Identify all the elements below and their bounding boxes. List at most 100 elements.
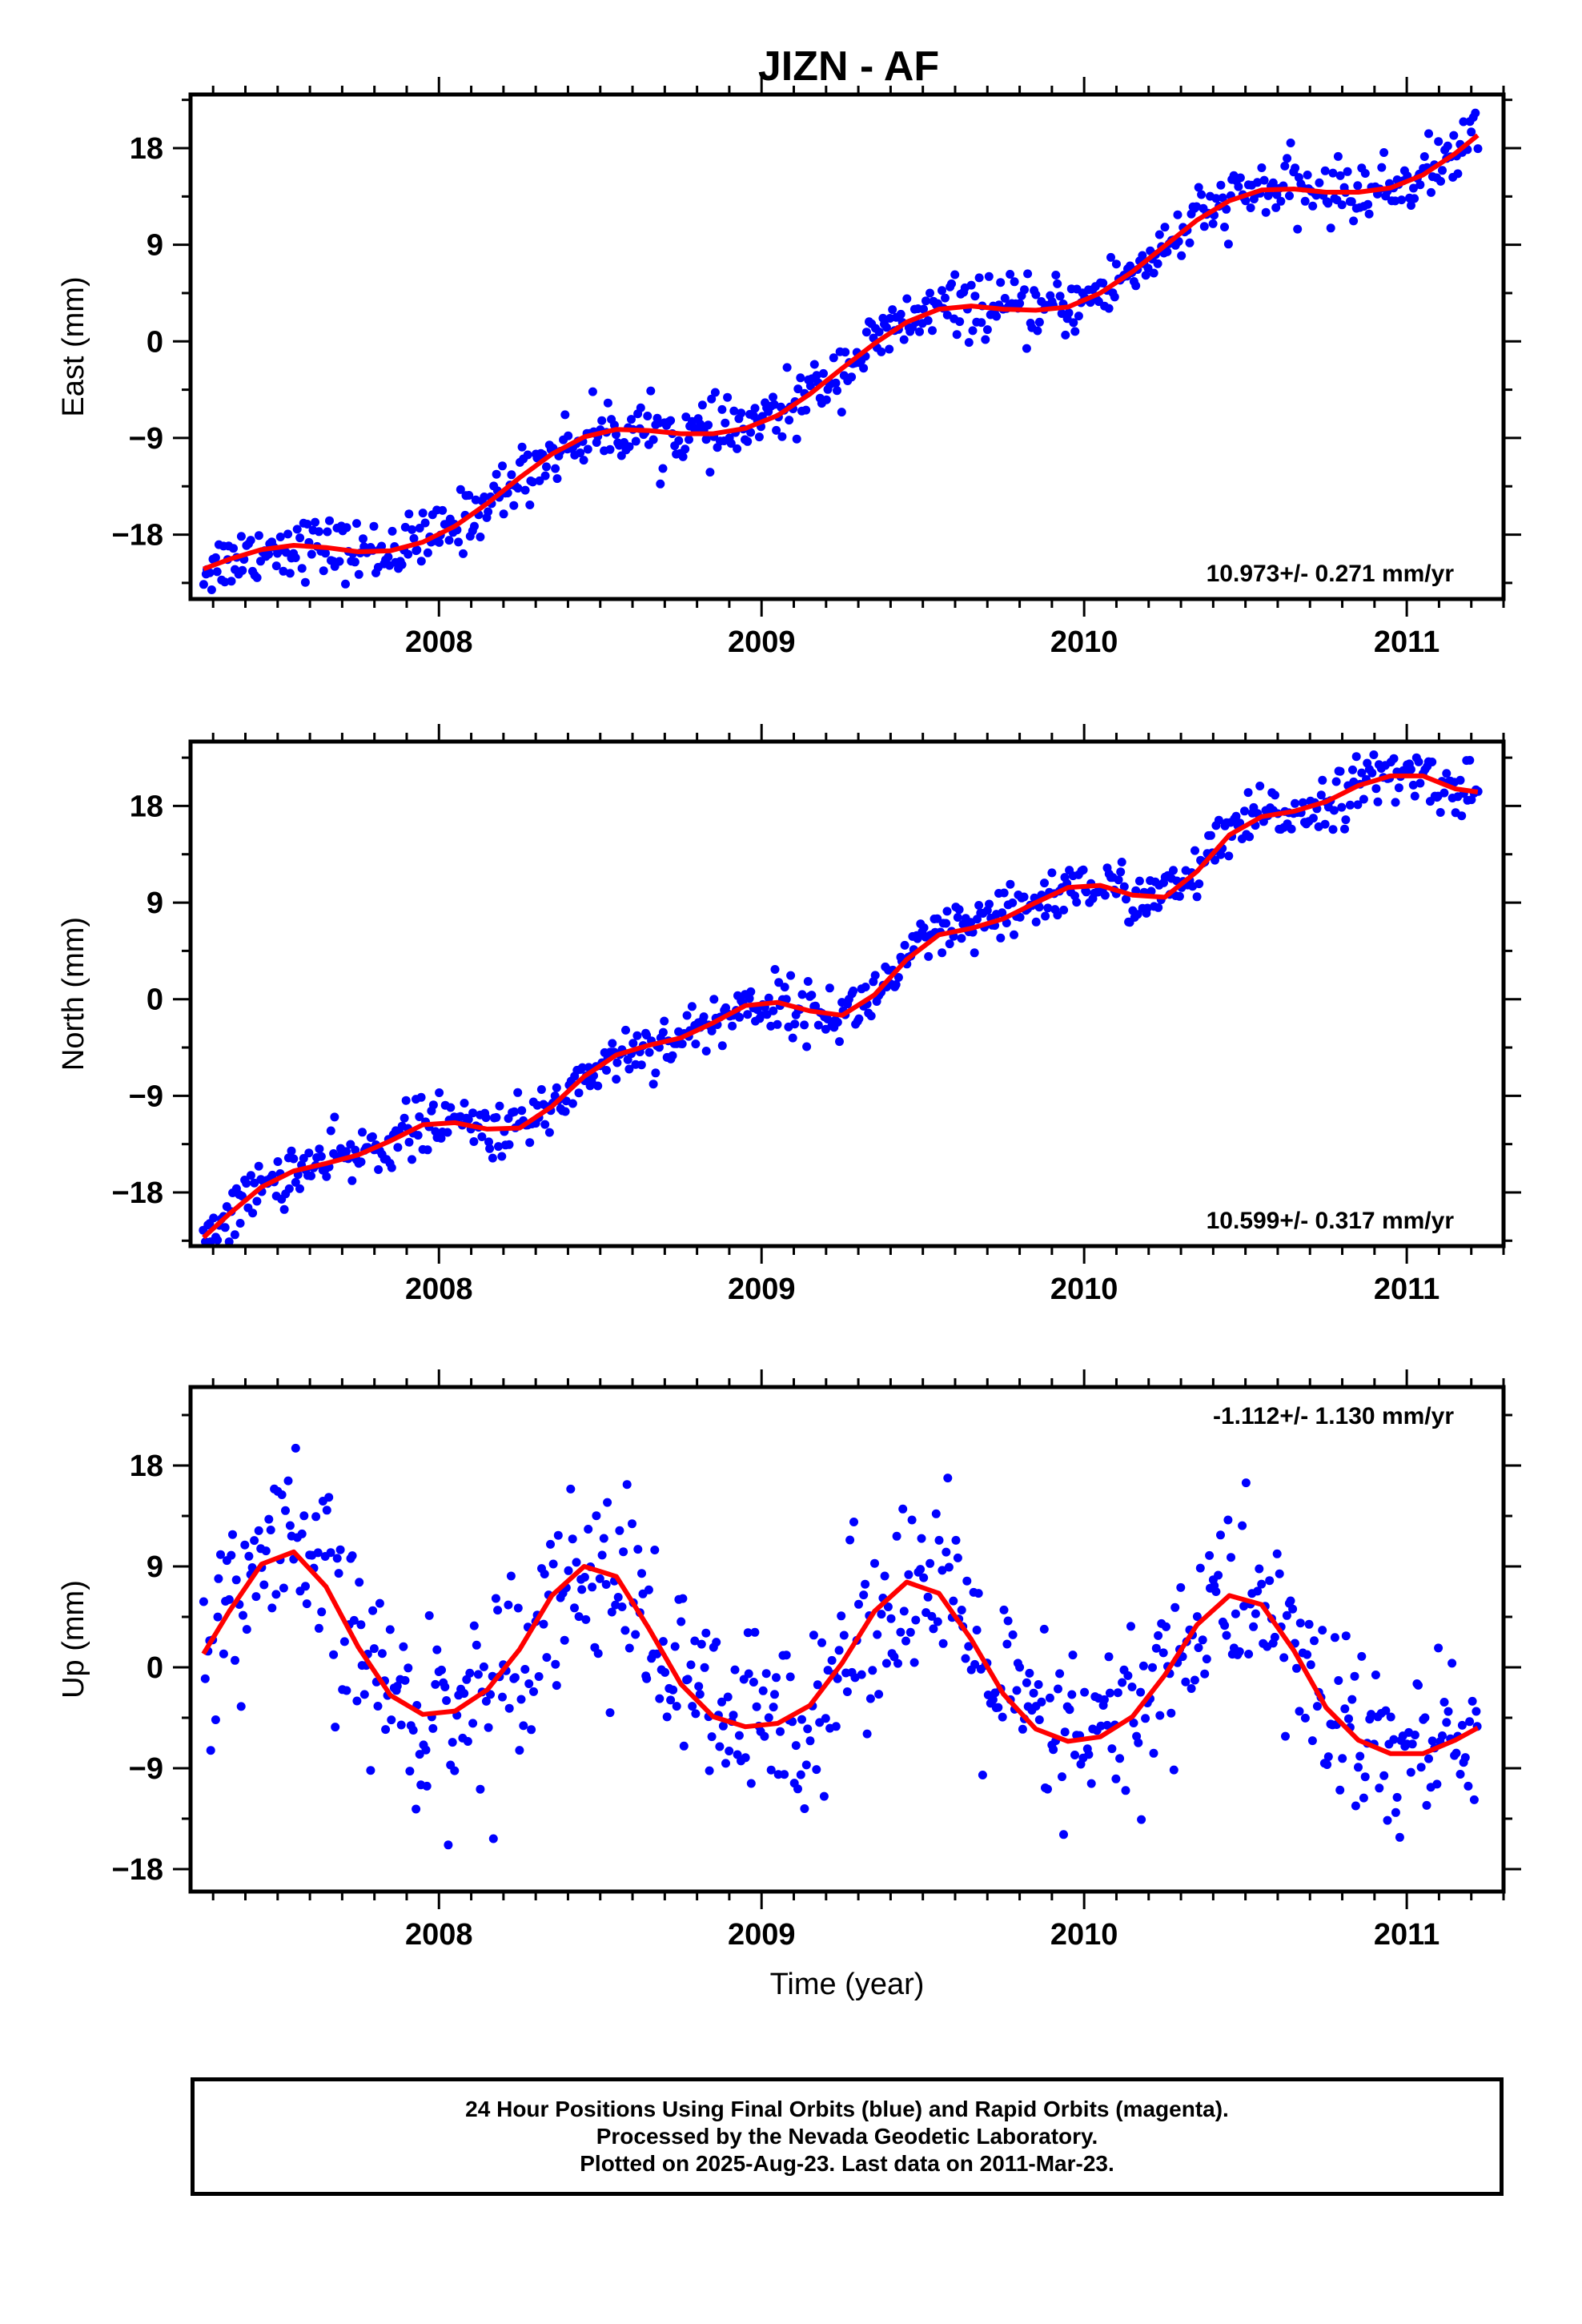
data-point xyxy=(469,1621,479,1630)
x-tick-label: 2010 xyxy=(1050,1273,1118,1306)
data-point xyxy=(1162,1622,1170,1631)
data-point xyxy=(1176,1582,1186,1592)
data-point xyxy=(576,448,585,457)
data-point xyxy=(527,1725,536,1735)
data-point xyxy=(896,1627,905,1637)
data-point xyxy=(700,1663,709,1672)
data-point xyxy=(295,533,305,543)
data-point xyxy=(443,1128,452,1137)
data-point xyxy=(1070,327,1080,336)
x-tick-label: 2008 xyxy=(405,1918,473,1952)
data-point xyxy=(588,387,597,396)
data-point xyxy=(1303,171,1312,179)
data-point xyxy=(1202,1655,1211,1664)
data-point xyxy=(981,335,990,344)
north-rate-label: 10.599+/- 0.317 mm/yr xyxy=(1207,1208,1455,1234)
data-point xyxy=(1023,269,1033,279)
data-point xyxy=(1375,1783,1384,1793)
data-point xyxy=(366,1766,375,1775)
data-point xyxy=(1148,1663,1157,1672)
data-point xyxy=(691,1709,701,1719)
data-point xyxy=(273,1157,283,1166)
data-point xyxy=(770,965,780,974)
data-point xyxy=(472,1640,481,1650)
data-point xyxy=(560,1107,570,1116)
data-point xyxy=(1457,811,1467,821)
data-point xyxy=(926,288,934,298)
data-point xyxy=(1353,800,1363,810)
data-point xyxy=(401,1096,411,1105)
data-point xyxy=(712,1638,721,1647)
data-point xyxy=(1409,183,1418,193)
data-point xyxy=(213,1612,223,1622)
data-point xyxy=(686,1660,696,1670)
data-point xyxy=(1395,1832,1404,1842)
data-point xyxy=(1422,1800,1431,1810)
data-point xyxy=(1308,814,1318,823)
data-point xyxy=(833,1018,842,1027)
data-point xyxy=(1427,1736,1437,1746)
data-point xyxy=(1459,117,1468,127)
data-point xyxy=(749,1678,758,1687)
data-point xyxy=(1415,778,1425,788)
data-point xyxy=(284,1184,294,1193)
data-point xyxy=(1154,230,1164,239)
data-point xyxy=(330,1112,339,1122)
data-point xyxy=(889,1652,899,1662)
data-point xyxy=(811,1001,821,1011)
data-point xyxy=(605,1708,615,1718)
data-point xyxy=(335,1545,345,1554)
data-point xyxy=(423,1145,432,1155)
data-point xyxy=(642,1674,652,1683)
data-point xyxy=(393,1143,403,1152)
data-point xyxy=(931,1509,941,1518)
y-tick-label: 9 xyxy=(147,887,163,920)
data-point xyxy=(764,993,773,1003)
data-point xyxy=(1334,1676,1343,1685)
data-point xyxy=(326,1548,335,1558)
data-point xyxy=(612,1075,621,1084)
data-point xyxy=(1133,910,1142,919)
data-point xyxy=(632,1031,642,1040)
data-point xyxy=(1408,780,1418,790)
data-point xyxy=(1467,127,1476,137)
data-point xyxy=(729,406,739,416)
data-point xyxy=(1118,1678,1127,1687)
data-point xyxy=(770,1690,779,1699)
data-point xyxy=(678,1594,688,1603)
data-point xyxy=(354,569,363,579)
data-point xyxy=(404,509,414,519)
data-point xyxy=(1037,1697,1046,1707)
data-point xyxy=(1276,196,1286,206)
data-point xyxy=(1271,203,1281,212)
data-point xyxy=(938,286,946,296)
data-point xyxy=(841,348,850,357)
data-point xyxy=(1002,1639,1012,1649)
data-point xyxy=(603,398,612,408)
data-point xyxy=(679,1741,689,1751)
data-point xyxy=(1134,876,1144,886)
data-point xyxy=(1211,855,1219,865)
data-point xyxy=(420,518,430,528)
data-point xyxy=(847,372,857,382)
data-point xyxy=(219,1649,228,1659)
data-point xyxy=(1320,819,1330,829)
data-point xyxy=(926,1558,935,1568)
data-point xyxy=(1328,825,1338,834)
data-point xyxy=(648,1080,658,1089)
data-point xyxy=(1008,898,1018,907)
data-point xyxy=(564,1566,573,1575)
data-point xyxy=(1427,758,1437,766)
data-point xyxy=(1155,1711,1165,1720)
data-point xyxy=(1116,867,1126,877)
data-point xyxy=(580,1573,589,1582)
data-point xyxy=(369,521,379,531)
data-point xyxy=(602,1066,611,1075)
data-point xyxy=(900,940,909,950)
data-point xyxy=(1419,152,1429,161)
up-y-axis-label: Up (mm) xyxy=(57,1580,90,1699)
data-point xyxy=(687,1002,697,1011)
data-point xyxy=(349,1615,359,1625)
data-point xyxy=(566,1484,576,1494)
